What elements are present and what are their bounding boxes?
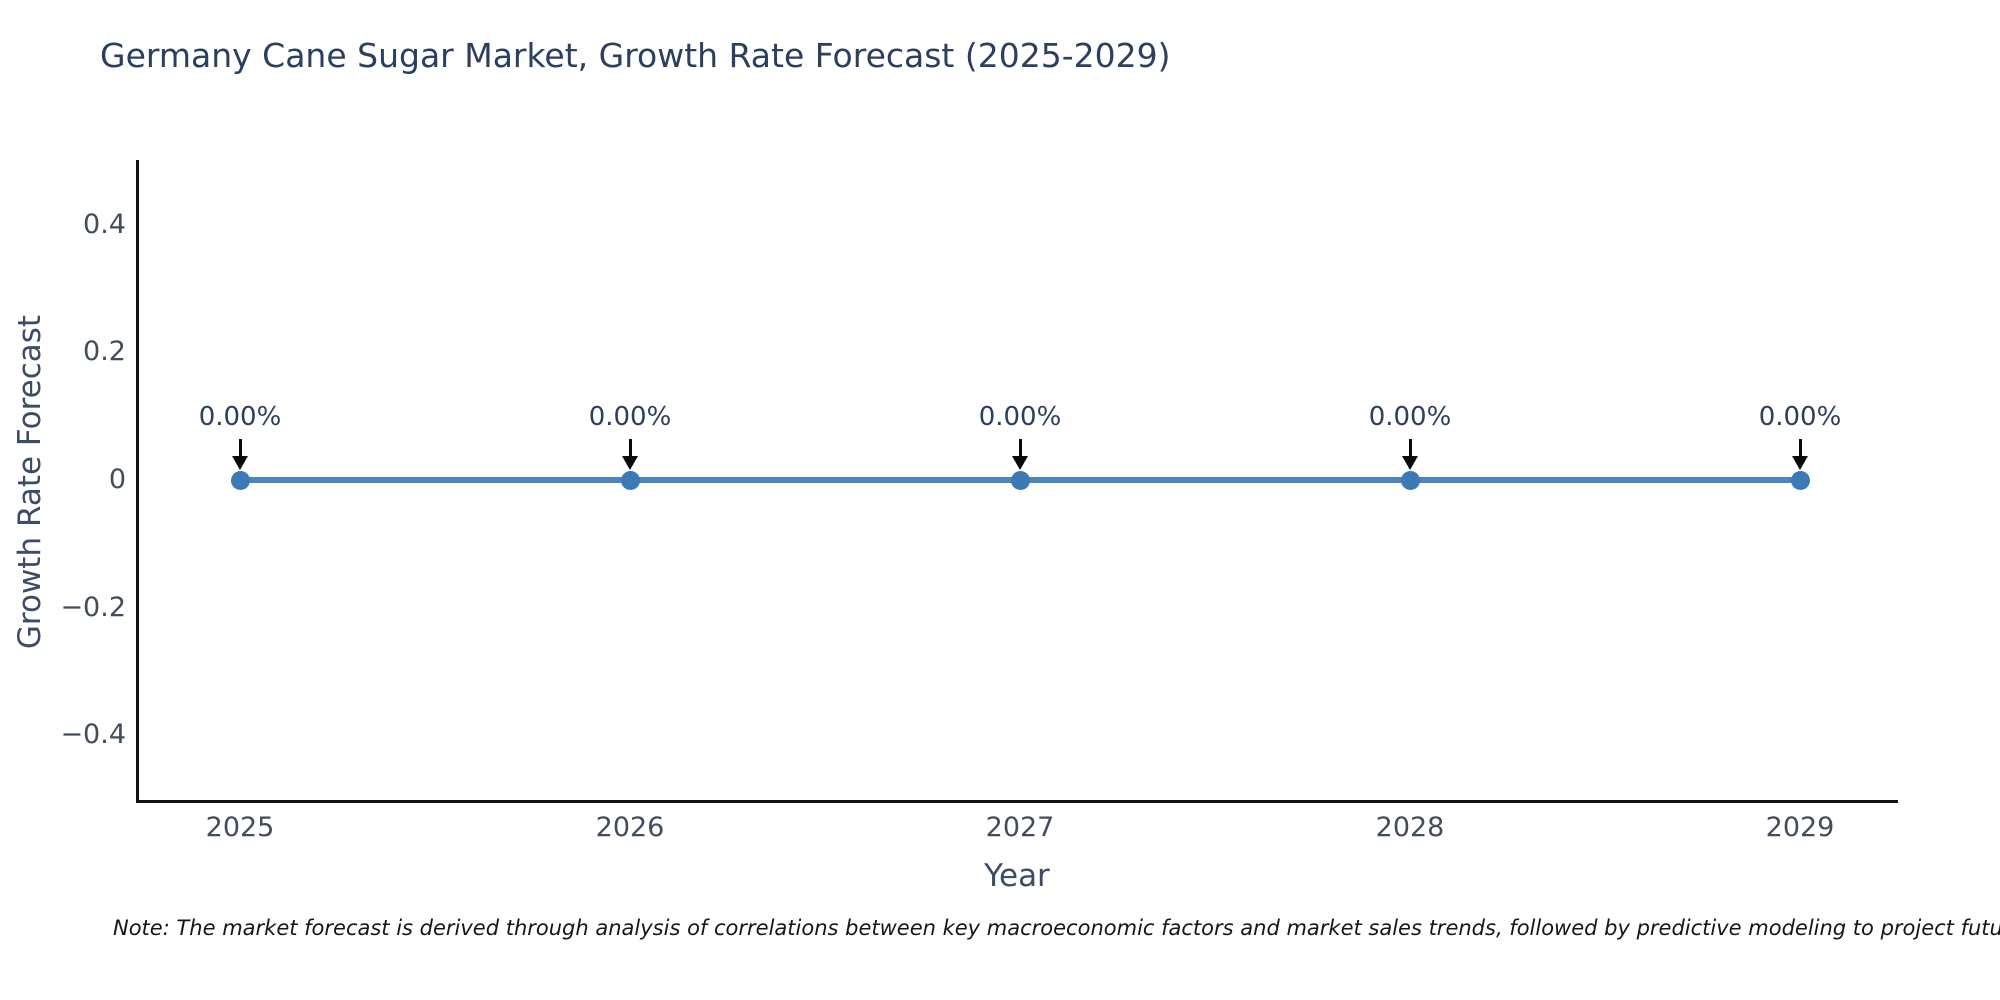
x-tick-label: 2025 <box>205 812 275 843</box>
footnote: Note: The market forecast is derived thr… <box>113 916 2000 940</box>
annotation-arrow-stem <box>1409 439 1412 458</box>
annotation-arrow-stem <box>239 439 242 458</box>
data-point-label: 0.00% <box>1368 402 1452 432</box>
y-tick-label: 0.4 <box>83 209 126 240</box>
data-point-label: 0.00% <box>588 402 672 432</box>
chart-title: Germany Cane Sugar Market, Growth Rate F… <box>100 36 1171 75</box>
annotation-arrow-head-icon <box>1012 456 1028 470</box>
y-tick-label: −0.4 <box>60 719 126 750</box>
annotation-arrow-head-icon <box>1402 456 1418 470</box>
data-point-marker <box>1401 471 1420 490</box>
y-tick-label: 0 <box>108 464 126 495</box>
x-tick-label: 2026 <box>595 812 665 843</box>
annotation-arrow-head-icon <box>232 456 248 470</box>
data-point-label: 0.00% <box>1758 402 1842 432</box>
annotation-arrow-stem <box>1799 439 1802 458</box>
y-tick-label: −0.2 <box>60 592 126 623</box>
x-tick-label: 2029 <box>1765 812 1835 843</box>
y-axis-line <box>136 160 139 803</box>
data-point-marker <box>1791 471 1810 490</box>
x-tick-label: 2027 <box>985 812 1055 843</box>
annotation-arrow-head-icon <box>1792 456 1808 470</box>
annotation-arrow-stem <box>1019 439 1022 458</box>
annotation-arrow-stem <box>629 439 632 458</box>
data-point-marker <box>621 471 640 490</box>
annotation-arrow-head-icon <box>622 456 638 470</box>
data-point-label: 0.00% <box>198 402 282 432</box>
x-tick-label: 2028 <box>1375 812 1445 843</box>
data-point-marker <box>231 471 250 490</box>
x-axis-title: Year <box>984 858 1050 894</box>
data-point-label: 0.00% <box>978 402 1062 432</box>
y-tick-label: 0.2 <box>83 336 126 367</box>
x-axis-line <box>136 800 1898 803</box>
data-point-marker <box>1011 471 1030 490</box>
